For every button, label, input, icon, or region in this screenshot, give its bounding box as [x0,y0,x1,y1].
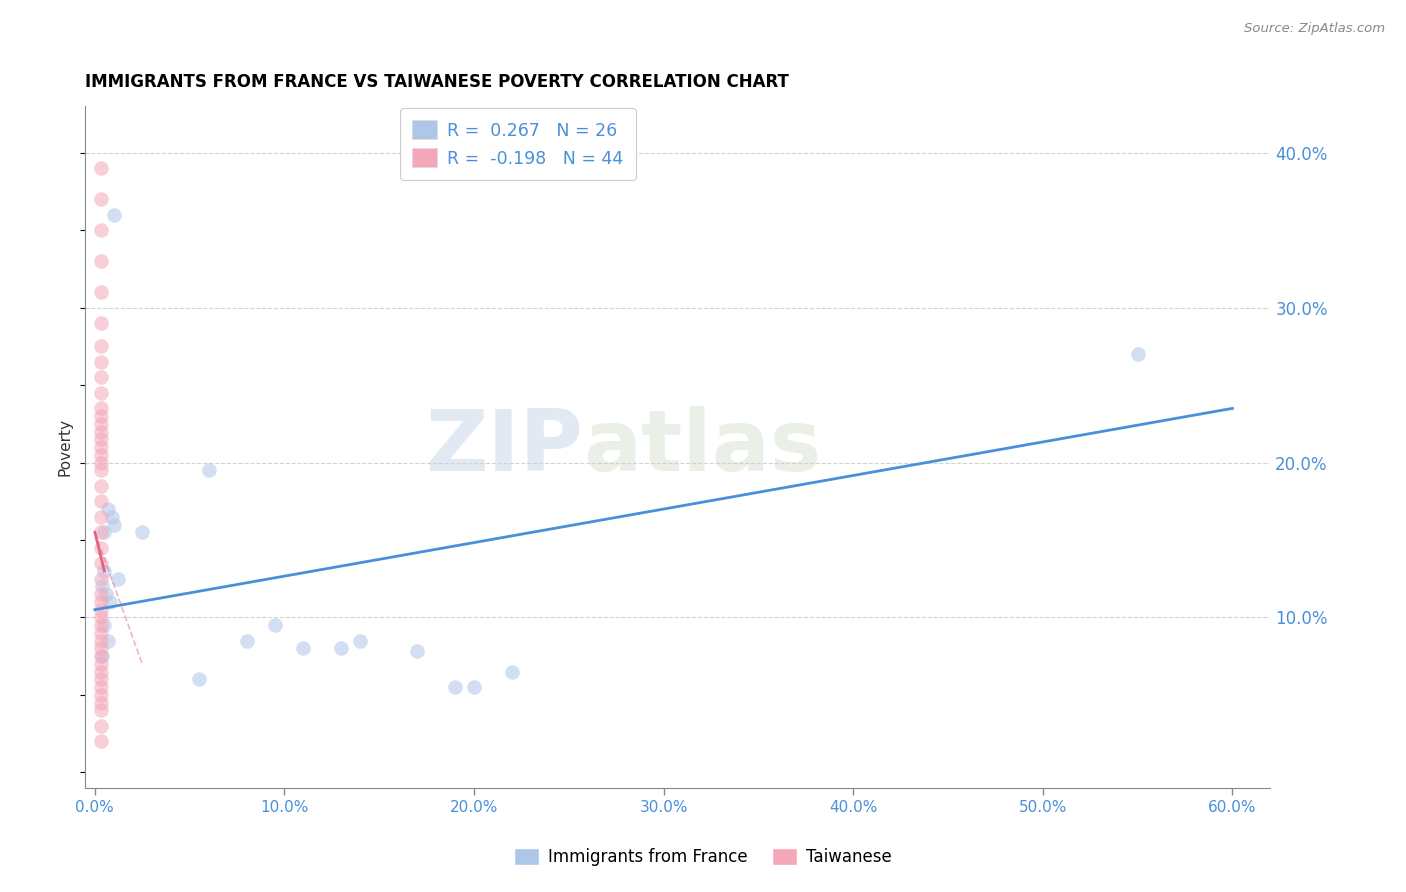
Y-axis label: Poverty: Poverty [58,418,72,476]
Point [90,285,112,300]
Point [90,541,112,555]
Point [90,409,112,424]
Point [264,618,287,632]
Point [90,425,112,439]
Point [501,665,523,679]
Point [93,525,115,540]
Point [90,433,112,447]
Point [90,641,112,656]
Point [98,595,121,609]
Point [97,502,120,516]
Point [90,316,112,330]
Point [93,618,115,632]
Point [90,440,112,454]
Point [90,161,112,176]
Point [90,610,112,624]
Point [90,254,112,268]
Point [292,641,315,656]
Text: IMMIGRANTS FROM FRANCE VS TAIWANESE POVERTY CORRELATION CHART: IMMIGRANTS FROM FRANCE VS TAIWANESE POVE… [86,73,789,91]
Point [90,339,112,353]
Point [96,587,118,601]
Point [1126,347,1149,361]
Point [90,633,112,648]
Point [90,602,112,616]
Point [90,673,112,687]
Point [90,463,112,477]
Text: ZIP: ZIP [426,406,583,489]
Point [90,734,112,748]
Point [90,657,112,671]
Point [90,448,112,462]
Point [90,618,112,632]
Point [90,509,112,524]
Point [91,649,114,664]
Point [90,572,112,586]
Point [90,401,112,416]
Point [90,587,112,601]
Point [90,556,112,570]
Point [463,680,485,694]
Point [90,456,112,470]
Point [103,517,125,532]
Point [90,192,112,206]
Point [90,417,112,431]
Point [188,673,211,687]
Point [90,494,112,508]
Point [90,688,112,702]
Point [349,633,371,648]
Point [90,665,112,679]
Point [90,680,112,694]
Point [197,463,219,477]
Point [90,370,112,384]
Point [406,644,429,658]
Point [90,649,112,664]
Text: Source: ZipAtlas.com: Source: ZipAtlas.com [1244,22,1385,36]
Point [90,719,112,733]
Point [103,208,125,222]
Point [90,595,112,609]
Point [90,626,112,640]
Legend: Immigrants from France, Taiwanese: Immigrants from France, Taiwanese [508,841,898,873]
Point [131,525,153,540]
Point [91,579,114,593]
Point [90,355,112,369]
Point [97,633,120,648]
Point [444,680,467,694]
Point [330,641,353,656]
Point [90,385,112,400]
Point [101,509,124,524]
Point [107,572,129,586]
Point [235,633,257,648]
Point [90,223,112,237]
Legend: R =  0.267   N = 26, R =  -0.198   N = 44: R = 0.267 N = 26, R = -0.198 N = 44 [401,108,636,180]
Point [90,525,112,540]
Point [90,479,112,493]
Point [93,564,115,578]
Point [90,696,112,710]
Point [90,703,112,717]
Text: atlas: atlas [583,406,821,489]
